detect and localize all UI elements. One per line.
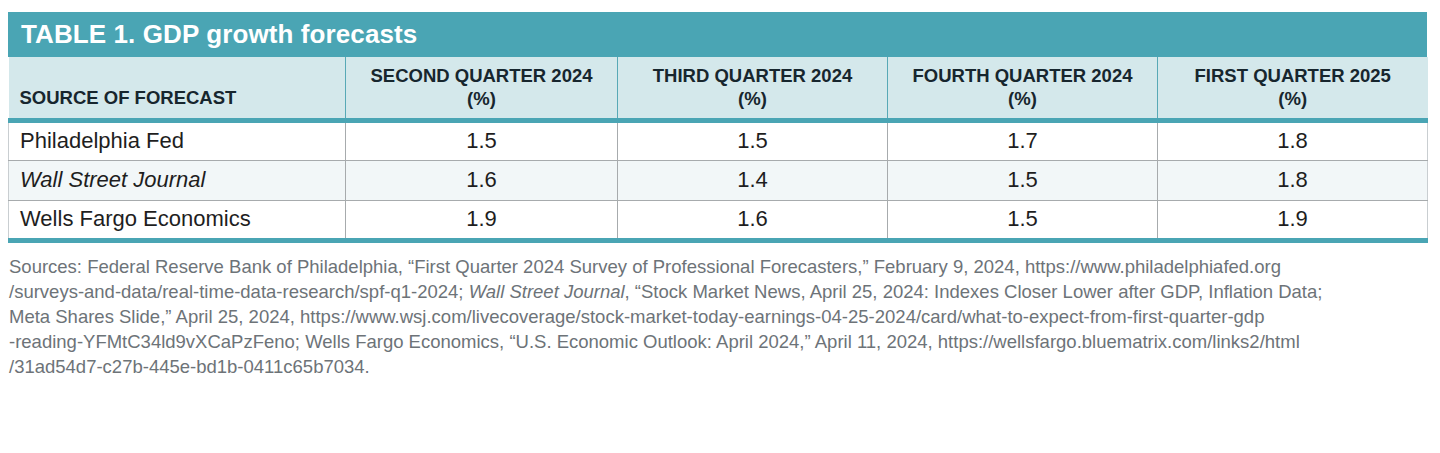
forecast-source-cell: Wells Fargo Economics	[9, 200, 346, 240]
table-row: Wells Fargo Economics1.91.61.51.9	[9, 200, 1428, 240]
forecast-value-cell: 1.9	[346, 200, 618, 240]
source-segment-italic: Wall Street Journal	[469, 281, 625, 302]
source-segment: /surveys-and-data/real-time-data-researc…	[9, 281, 469, 302]
source-segment: Sources: Federal Reserve Bank of Philade…	[9, 256, 1281, 277]
forecast-value-cell: 1.8	[1158, 120, 1428, 160]
column-header-label: FOURTH QUARTER 2024	[888, 64, 1157, 87]
forecast-value-cell: 1.5	[346, 120, 618, 160]
header-row: SOURCE OF FORECASTSECOND QUARTER 2024(%)…	[9, 57, 1428, 120]
forecast-value-cell: 1.5	[888, 160, 1158, 200]
column-header-unit: (%)	[1158, 87, 1428, 110]
forecast-value-cell: 1.6	[346, 160, 618, 200]
source-segment: /31ad54d7-c27b-445e-bd1b-0411c65b7034.	[9, 356, 370, 377]
column-header-label: SECOND QUARTER 2024	[346, 64, 617, 87]
source-line: Sources: Federal Reserve Bank of Philade…	[9, 254, 1427, 279]
source-line: Meta Shares Slide,” April 25, 2024, http…	[9, 304, 1427, 329]
source-segment: -reading-YFMtC34ld9vXCaPzFeno; Wells Far…	[9, 331, 1300, 352]
forecast-value-cell: 1.7	[888, 120, 1158, 160]
table-row: Philadelphia Fed1.51.51.71.8	[9, 120, 1428, 160]
gdp-forecast-table: SOURCE OF FORECASTSECOND QUARTER 2024(%)…	[8, 57, 1428, 243]
sources-note: Sources: Federal Reserve Bank of Philade…	[8, 254, 1427, 379]
column-header-unit: (%)	[346, 87, 617, 110]
forecast-value-cell: 1.4	[618, 160, 888, 200]
source-line: /surveys-and-data/real-time-data-researc…	[9, 279, 1427, 304]
table-title: TABLE 1. GDP growth forecasts	[21, 19, 417, 49]
column-header-q4: FIRST QUARTER 2025(%)	[1158, 57, 1428, 120]
column-header-q1: SECOND QUARTER 2024(%)	[346, 57, 618, 120]
source-segment: , “Stock Market News, April 25, 2024: In…	[625, 281, 1323, 302]
forecast-value-cell: 1.6	[618, 200, 888, 240]
source-line: -reading-YFMtC34ld9vXCaPzFeno; Wells Far…	[9, 329, 1427, 354]
forecast-value-cell: 1.5	[888, 200, 1158, 240]
column-header-unit: (%)	[888, 87, 1157, 110]
table-header: SOURCE OF FORECASTSECOND QUARTER 2024(%)…	[9, 57, 1428, 120]
table-body: Philadelphia Fed1.51.51.71.8Wall Street …	[9, 120, 1428, 240]
forecast-value-cell: 1.8	[1158, 160, 1428, 200]
column-header-q2: THIRD QUARTER 2024(%)	[618, 57, 888, 120]
column-header-unit: (%)	[618, 87, 887, 110]
table-title-bar: TABLE 1. GDP growth forecasts	[8, 12, 1427, 57]
forecast-source-cell: Wall Street Journal	[9, 160, 346, 200]
column-header-label: FIRST QUARTER 2025	[1158, 64, 1428, 87]
column-header-q3: FOURTH QUARTER 2024(%)	[888, 57, 1158, 120]
source-line: /31ad54d7-c27b-445e-bd1b-0411c65b7034.	[9, 354, 1427, 379]
column-header-label: THIRD QUARTER 2024	[618, 64, 887, 87]
document-page: TABLE 1. GDP growth forecasts SOURCE OF …	[0, 0, 1440, 379]
source-segment: Meta Shares Slide,” April 25, 2024, http…	[9, 306, 1264, 327]
forecast-value-cell: 1.9	[1158, 200, 1428, 240]
forecast-value-cell: 1.5	[618, 120, 888, 160]
column-header-source: SOURCE OF FORECAST	[9, 57, 346, 120]
forecast-source-cell: Philadelphia Fed	[9, 120, 346, 160]
table-row: Wall Street Journal1.61.41.51.8	[9, 160, 1428, 200]
